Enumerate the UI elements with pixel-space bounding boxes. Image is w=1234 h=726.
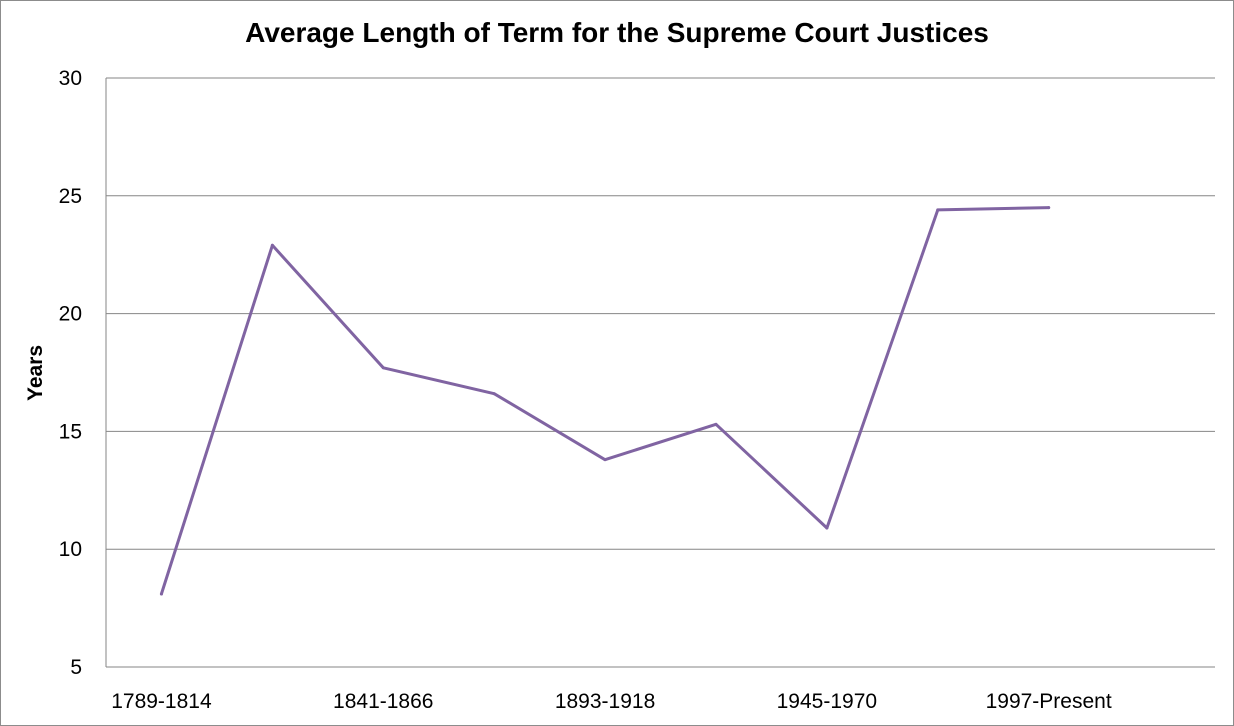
data-point [825, 526, 829, 530]
x-tick-label: 1893-1918 [555, 690, 655, 713]
x-tick-label: 1997-Present [986, 690, 1112, 713]
y-tick-label: 15 [59, 420, 82, 443]
chart-title: Average Length of Term for the Supreme C… [245, 17, 989, 48]
y-tick-label: 20 [59, 303, 82, 326]
data-point [603, 458, 607, 462]
x-tick-label: 1789-1814 [111, 690, 212, 713]
gridlines [105, 77, 1215, 668]
y-axis-ticks: 5 10 15 20 25 30 [59, 67, 82, 679]
series-line [159, 206, 1051, 596]
x-axis-ticks: 1789-1814 1841-1866 1893-1918 1945-1970 1997… [111, 690, 1112, 713]
y-tick-label: 5 [70, 656, 82, 679]
x-tick-label: 1841-1866 [333, 690, 433, 713]
data-point [936, 208, 940, 212]
data-point [270, 243, 274, 247]
series-lines [159, 206, 1051, 596]
y-tick-label: 10 [59, 538, 82, 561]
y-tick-label: 25 [59, 185, 82, 208]
y-axis-title: Years [24, 345, 47, 401]
data-point [381, 366, 385, 370]
data-point [1047, 206, 1051, 210]
data-point [159, 592, 163, 596]
data-point [492, 392, 496, 396]
x-tick-label: 1945-1970 [777, 690, 877, 713]
data-point [714, 422, 718, 426]
y-tick-label: 30 [59, 67, 82, 90]
